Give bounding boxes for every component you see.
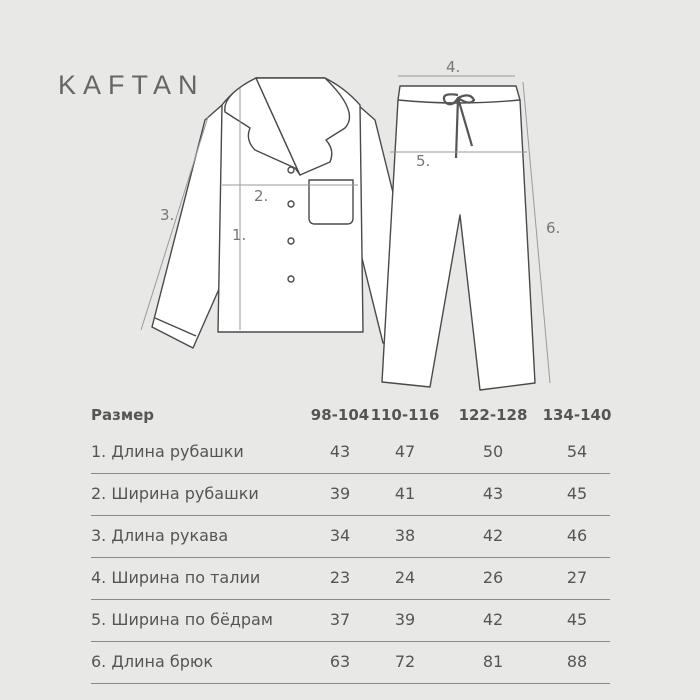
- row-value: 41: [394, 484, 416, 503]
- row-value: 54: [566, 442, 588, 461]
- header-col: 134-140: [542, 406, 612, 424]
- table-row: 4. Ширина по талии 23 24 26 27: [91, 558, 610, 600]
- table-header: Размер 98-104 110-116 122-128 134-140: [91, 400, 611, 432]
- row-value: 43: [329, 442, 351, 461]
- row-value: 42: [482, 610, 504, 629]
- row-value: 72: [394, 652, 416, 671]
- measure-label-5: 5.: [416, 152, 430, 170]
- brand-title: KAFTAN: [58, 70, 205, 100]
- measure-label-3: 3.: [160, 206, 174, 224]
- shirt-right-collar: [255, 77, 351, 176]
- measure-label-6: 6.: [546, 219, 560, 237]
- row-value: 23: [329, 568, 351, 587]
- measure-line-3: [140, 116, 209, 331]
- shirt-pocket: [308, 179, 354, 225]
- row-value: 37: [329, 610, 351, 629]
- shirt-left-cuff: [154, 317, 197, 337]
- size-table: Размер 98-104 110-116 122-128 134-140 1.…: [91, 400, 611, 684]
- measure-label-1: 1.: [232, 226, 246, 244]
- row-value: 45: [566, 610, 588, 629]
- pants-drawing: [381, 85, 536, 391]
- table-row: 5. Ширина по бёдрам 37 39 42 45: [91, 600, 610, 642]
- row-value: 45: [566, 484, 588, 503]
- row-value: 39: [329, 484, 351, 503]
- measure-label-4: 4.: [446, 58, 460, 76]
- row-value: 43: [482, 484, 504, 503]
- shirt-button: [287, 237, 295, 245]
- table-row: 1. Длина рубашки 43 47 50 54: [91, 432, 610, 474]
- row-value: 50: [482, 442, 504, 461]
- row-value: 42: [482, 526, 504, 545]
- header-col: 110-116: [370, 406, 440, 424]
- shirt-button: [287, 166, 295, 174]
- row-value: 46: [566, 526, 588, 545]
- row-value: 34: [329, 526, 351, 545]
- header-col: 122-128: [458, 406, 528, 424]
- row-value: 81: [482, 652, 504, 671]
- pajama-diagram: 1. 2. 3. 4. 5. 6.: [140, 58, 560, 391]
- row-label: 3. Длина рукава: [91, 526, 229, 545]
- row-value: 24: [394, 568, 416, 587]
- row-value: 63: [329, 652, 351, 671]
- shirt-button: [287, 200, 295, 208]
- row-value: 39: [394, 610, 416, 629]
- row-label: 5. Ширина по бёдрам: [91, 610, 273, 629]
- row-value: 38: [394, 526, 416, 545]
- header-size: Размер: [91, 406, 155, 424]
- pants-drawstring: [442, 93, 476, 159]
- row-label: 1. Длина рубашки: [91, 442, 244, 461]
- table-row: 3. Длина рукава 34 38 42 46: [91, 516, 610, 558]
- table-row: 2. Ширина рубашки 39 41 43 45: [91, 474, 610, 516]
- row-label: 2. Ширина рубашки: [91, 484, 259, 503]
- measurement-lines: [140, 75, 551, 384]
- measure-label-2: 2.: [254, 187, 268, 205]
- row-label: 4. Ширина по талии: [91, 568, 261, 587]
- measure-line-6: [522, 81, 551, 384]
- table-row: 6. Длина брюк 63 72 81 88: [91, 642, 610, 684]
- row-value: 47: [394, 442, 416, 461]
- row-value: 27: [566, 568, 588, 587]
- pants-outline: [381, 85, 536, 391]
- row-value: 26: [482, 568, 504, 587]
- row-value: 88: [566, 652, 588, 671]
- row-label: 6. Длина брюк: [91, 652, 213, 671]
- shirt-left-collar: [224, 77, 301, 176]
- header-col: 98-104: [310, 406, 370, 424]
- shirt-button: [287, 275, 295, 283]
